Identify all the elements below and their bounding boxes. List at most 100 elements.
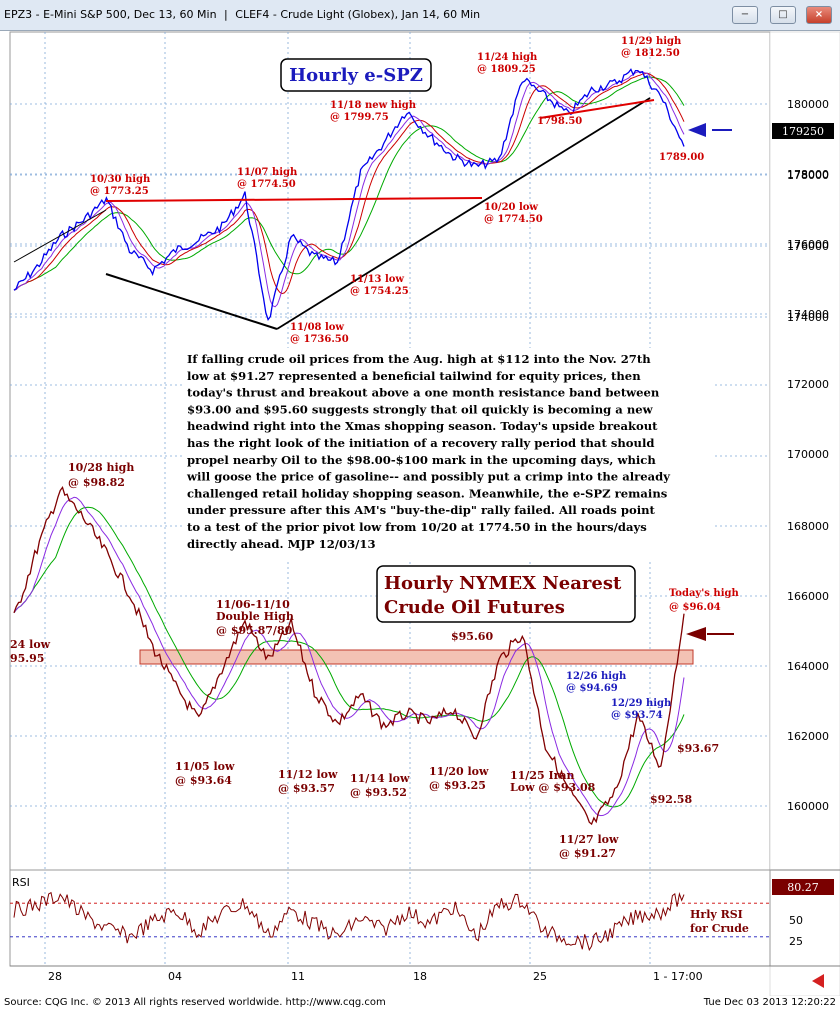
svg-text:80.27: 80.27 xyxy=(787,881,819,894)
footer-timestamp: Tue Dec 03 2013 12:20:22 xyxy=(703,997,836,1008)
ann-1124-high: 11/24 high xyxy=(477,52,538,63)
footer-source: Source: CQG Inc. © 2013 All rights reser… xyxy=(4,997,386,1008)
spz-y-tick: 180000 xyxy=(787,98,829,111)
ann-1108-low: 11/08 low xyxy=(290,322,344,333)
commentary-line: directly ahead. MJP 12/03/13 xyxy=(187,537,376,551)
ann-1106-double: 11/06-11/10 xyxy=(216,598,290,611)
ann-1129-high: 11/29 high xyxy=(621,36,682,47)
ann-9560: $95.60 xyxy=(451,630,493,643)
commentary-line: propel nearby Oil to the $98.00-$100 mar… xyxy=(187,453,656,467)
rsi-chart xyxy=(13,891,685,952)
commentary-line: challenged retail holiday shopping seaso… xyxy=(187,486,668,500)
minimize-button[interactable]: − xyxy=(732,6,758,24)
ann-1107-high-val: @ 1774.50 xyxy=(237,179,296,190)
y-tick: 172000 xyxy=(787,378,829,391)
ann-1028-high: 10/28 high xyxy=(68,461,134,474)
ann-1114-low-val: @ $93.52 xyxy=(350,786,407,799)
rsi-note-line-1: Hrly RSI xyxy=(690,908,743,921)
ann-1107-high: 11/07 high xyxy=(237,167,298,178)
ann-1112-low-val: @ $93.57 xyxy=(278,782,335,795)
ann-1120-low: 11/20 low xyxy=(429,765,489,778)
ann-1120-low-val: @ $93.25 xyxy=(429,779,486,792)
ann-1127-low-val: @ $91.27 xyxy=(559,847,616,860)
crude-annotations: 10/28 high @ $98.82 11/06-11/10 Double H… xyxy=(10,461,739,860)
ann-24-low: 24 low xyxy=(10,638,51,651)
x-tick-label: 28 xyxy=(48,970,62,983)
rsi-y-tick: 50 xyxy=(789,914,803,927)
y-tick: 178000 xyxy=(787,168,829,181)
spz-title-box: Hourly e-SPZ xyxy=(280,58,432,92)
crude-chart xyxy=(13,485,694,826)
y-tick: 176000 xyxy=(787,238,829,251)
ann-1229-high-val: @ $93.74 xyxy=(611,710,663,721)
spz-ma-mid xyxy=(13,72,685,295)
ann-1113-low: 11/13 low xyxy=(350,274,404,285)
axis-layer: 180000 178000 176000 174000 168000 166000 1640… xyxy=(48,98,829,983)
spz-y-tick: 174000 xyxy=(787,311,829,324)
ann-1124-high-val: @ 1809.25 xyxy=(477,64,536,75)
spz-annotations: 10/30 high @ 1773.25 11/07 high @ 1774.5… xyxy=(90,36,704,345)
y-tick: 174000 xyxy=(787,308,829,321)
x-tick-label: 1 - 17:00 xyxy=(653,970,703,983)
tab-separator: | xyxy=(224,8,228,21)
crude-arrow xyxy=(686,627,734,641)
x-tick-label: 18 xyxy=(413,970,427,983)
ann-178900: 1789.00 xyxy=(659,152,704,163)
commentary-text: If falling crude oil prices from the Aug… xyxy=(183,348,713,560)
crude-y-tick: 164000 xyxy=(787,660,829,673)
ann-1229-high: 12/29 high xyxy=(611,698,672,709)
ann-1020-low: 10/20 low xyxy=(484,202,538,213)
spz-support-line xyxy=(105,273,278,330)
y-tick: 170000 xyxy=(787,448,829,461)
tab-epz3[interactable]: EPZ3 - E-Mini S&P 500, Dec 13, 60 Min xyxy=(4,8,217,21)
spz-chart xyxy=(13,68,685,330)
ann-1108-low-val: @ 1736.50 xyxy=(290,334,349,345)
crude-ma-fast xyxy=(13,496,685,817)
ann-1020-low-val: @ 1774.50 xyxy=(484,214,543,225)
crude-title-line-2: Crude Oil Futures xyxy=(384,597,565,618)
resistance-band xyxy=(139,649,694,665)
x-tick-label: 25 xyxy=(533,970,547,983)
close-button[interactable]: × xyxy=(806,6,832,24)
ann-9258: $92.58 xyxy=(650,793,692,806)
rsi-label: RSI xyxy=(12,876,30,889)
commentary-line: to a test of the prior pivot low from 10… xyxy=(187,520,647,534)
commentary-line: If falling crude oil prices from the Aug… xyxy=(187,352,651,366)
crude-ma-slow xyxy=(13,506,685,808)
chart-svg: 180000 178000 176000 174000 168000 166000 1640… xyxy=(9,31,840,997)
svg-text:179250: 179250 xyxy=(782,125,824,138)
crude-title-box: Hourly NYMEX Nearest Crude Oil Futures xyxy=(376,565,636,623)
ann-1105-low: 11/05 low xyxy=(175,760,235,773)
commentary-line: low at $91.27 represented a beneficial t… xyxy=(187,369,641,383)
commentary-line: has the right look of the initiation of … xyxy=(187,436,654,450)
spz-y-tick: 176000 xyxy=(787,240,829,253)
ann-1226-high-val: @ $94.69 xyxy=(566,683,618,694)
spz-early-channel xyxy=(13,209,107,263)
ann-1028-high-val: @ $98.82 xyxy=(68,476,125,489)
crude-price-line xyxy=(13,485,685,826)
ann-double-high-val: @ $95.87/80 xyxy=(216,624,293,637)
crude-y-tick: 168000 xyxy=(787,520,829,533)
commentary-line: today's thrust and breakout above a one … xyxy=(187,386,660,400)
chart-area: 180000 178000 176000 174000 168000 166000 1640… xyxy=(0,30,840,997)
ann-1030-high-val: @ 1773.25 xyxy=(90,186,149,197)
ann-1125-iran: 11/25 Iran xyxy=(510,769,575,782)
spz-uptrend-line xyxy=(276,97,651,330)
rsi-note-line-2: for Crude xyxy=(690,922,749,935)
tab-clef4[interactable]: CLEF4 - Crude Light (Globex), Jan 14, 60… xyxy=(235,8,481,21)
maximize-button[interactable]: □ xyxy=(770,6,796,24)
ann-1114-low: 11/14 low xyxy=(350,772,410,785)
crude-y-tick: 162000 xyxy=(787,730,829,743)
spz-resistance-line xyxy=(105,197,483,202)
rsi-last-value-tag: 80.27 xyxy=(772,879,834,895)
rsi-frame xyxy=(9,869,771,967)
ann-todays-high: Today's high xyxy=(669,588,739,599)
ann-179850: 1798.50 xyxy=(537,116,582,127)
commentary-line: headwind right into the Xmas shopping se… xyxy=(187,419,658,433)
ann-1118-high-val: @ 1799.75 xyxy=(330,112,389,123)
spz-last-value-tag: 179250 xyxy=(772,123,834,139)
scroll-indicator-icon[interactable] xyxy=(812,974,824,988)
spz-arrow xyxy=(688,123,732,137)
ann-double-high: Double High xyxy=(216,610,294,623)
ann-1030-high: 10/30 high xyxy=(90,174,151,185)
